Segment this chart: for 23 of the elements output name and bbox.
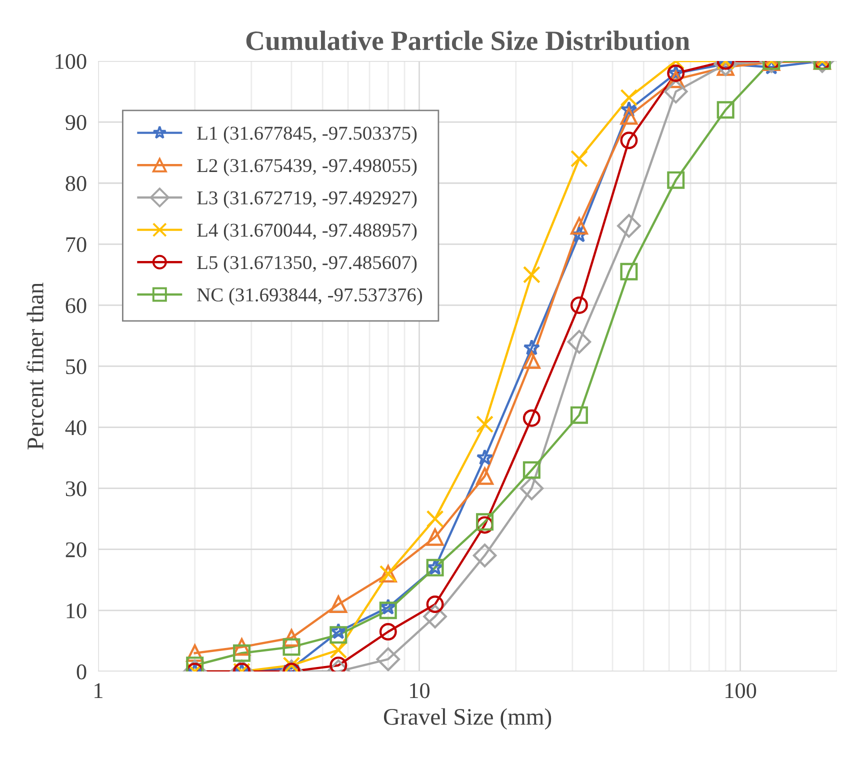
y-tick-label: 60 [66,298,86,314]
x-tick-label: 100 [726,683,756,698]
legend-label: L4 (31.670044, -97.488957) [197,223,417,241]
y-tick-label: 100 [56,54,86,69]
y-tick-label: 80 [66,176,86,192]
legend-label: L5 (31.671350, -97.485607) [197,255,417,274]
y-tick-label: 50 [66,359,86,374]
legend-label: L3 (31.672719, -97.492927) [197,190,417,208]
y-tick-label: 20 [66,542,86,558]
x-tick-label: 1 [94,683,102,698]
legend-label: L1 (31.677845, -97.503375) [197,126,417,144]
y-axis-title: Percent finer than [26,282,44,450]
legend-label: L2 (31.675439, -97.498055) [197,158,417,176]
y-tick-label: 10 [66,603,86,618]
y-tick-label: 0 [76,664,86,680]
legend-label: NC (31.693844, -97.537376) [197,288,422,306]
x-axis-title: Gravel Size (mm) [384,708,552,730]
x-tick-label: 10 [410,683,430,698]
chart-title: Cumulative Particle Size Distribution [246,30,690,50]
y-tick-label: 70 [66,237,86,252]
y-tick-label: 30 [66,481,86,496]
y-tick-label: 40 [65,420,86,436]
y-tick-label: 90 [66,115,86,130]
